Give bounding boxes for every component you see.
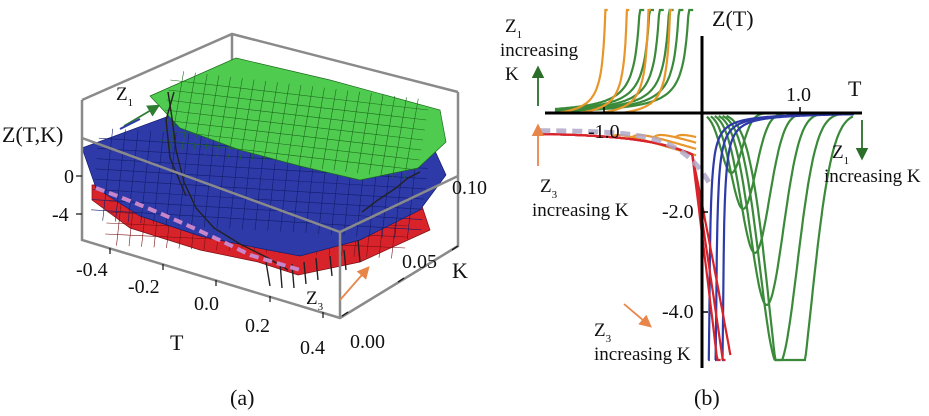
a-x-tick-3: 0.2 xyxy=(245,315,270,337)
b-axis-ticks xyxy=(603,107,801,313)
svg-text:Z1: Z1 xyxy=(116,84,133,109)
b-y-tick-1: -4.0 xyxy=(662,301,694,323)
b-z3l-letter: Z xyxy=(540,176,552,197)
a-z-axis-label: Z(T,K) xyxy=(2,122,63,147)
b-z1r-sub: 1 xyxy=(844,155,850,167)
svg-text:Z1: Z1 xyxy=(832,142,849,167)
panel-b-line-plot: -1.0 1.0 -2.0 -4.0 Z(T) T Z1 increasing … xyxy=(500,6,921,410)
svg-text:Z1: Z1 xyxy=(505,16,522,41)
grid-z1-line xyxy=(161,129,420,161)
b-z1l-sub: 1 xyxy=(517,29,523,41)
a-y-tick-0: 0.00 xyxy=(350,331,385,353)
grid-z2-line xyxy=(153,131,164,224)
a-ann-z1-letter: Z xyxy=(116,84,128,105)
a-y-tick-2: 0.10 xyxy=(452,177,487,199)
grid-z2-line xyxy=(94,178,425,200)
a-z-tick-1: -4 xyxy=(52,204,69,226)
a-y-axis-label: K xyxy=(452,258,468,283)
b-z1r-line1: increasing K xyxy=(824,166,921,187)
b-y-tick-0: -2.0 xyxy=(662,201,694,223)
surface-z1-mesh xyxy=(159,71,429,179)
a-ann-z1-arrow-tail xyxy=(119,118,141,130)
grid-z2-line xyxy=(91,209,422,231)
a-x-tick-1: -0.2 xyxy=(128,276,160,298)
grid-z2-line xyxy=(93,189,424,210)
a-annotation-z1: Z1 xyxy=(116,84,161,130)
b-envelope-dashed xyxy=(540,128,713,187)
b-y-axis-label: Z(T) xyxy=(712,6,754,31)
svg-text:Z3: Z3 xyxy=(306,288,324,313)
singular-ridge xyxy=(165,91,421,289)
b-z3l-sub: 3 xyxy=(552,189,558,201)
a-x-tick-4: 0.4 xyxy=(300,337,325,359)
grid-z2-line xyxy=(127,130,139,223)
b-z1l-line2: K xyxy=(505,64,519,85)
a-z-tick-0: 0 xyxy=(64,166,74,188)
svg-text:Z3: Z3 xyxy=(594,320,612,345)
b-annotation-z1-left: Z1 increasing K xyxy=(500,16,579,106)
bounding-box-front xyxy=(80,92,460,320)
grid-z1-line xyxy=(163,119,422,151)
grid-z2-line xyxy=(229,136,240,229)
grid-z1-line xyxy=(168,89,427,121)
b-annotation-z1-right: Z1 increasing K xyxy=(824,120,921,187)
b-z3b-arrow xyxy=(623,303,652,328)
axis-ticks-a xyxy=(76,175,459,318)
b-curve-z3-orange-up-2 xyxy=(602,8,651,114)
caption-b: (b) xyxy=(694,385,720,410)
b-z3b-sub: 3 xyxy=(606,333,612,345)
b-curve-z1-blue-2 xyxy=(721,113,854,362)
a-ann-z1-sub: 1 xyxy=(128,97,134,109)
b-z1r-letter: Z xyxy=(832,142,844,163)
grid-z2-line xyxy=(92,199,423,220)
b-annotation-z3-left: Z3 increasing K xyxy=(531,123,629,221)
grid-z2-line xyxy=(115,129,126,222)
grid-z2-line xyxy=(165,132,177,225)
grid-z1-line xyxy=(164,109,424,141)
caption-a: (a) xyxy=(230,385,254,410)
a-x-tick-0: -0.4 xyxy=(76,259,108,281)
grid-z2-line xyxy=(95,168,426,190)
a-x-tick-2: 0.0 xyxy=(194,293,219,315)
b-x-axis-label: T xyxy=(848,76,862,101)
a-ann-z1-arrow xyxy=(123,104,161,127)
a-ann-z3-letter: Z xyxy=(306,288,318,309)
grid-z2-line xyxy=(216,135,228,228)
panel-a-surface-plot: 0 -4 -0.4 -0.2 0.0 0.2 0.4 0.00 0.05 0.1… xyxy=(2,32,487,410)
b-annotation-z3-bottom: Z3 increasing K xyxy=(594,303,691,365)
b-curve-z1-right-5 xyxy=(726,114,854,362)
panel-b-curves xyxy=(540,8,854,362)
a-x-axis-label: T xyxy=(170,330,184,355)
b-x-tick-0: -1.0 xyxy=(588,121,620,143)
grid-z1-line xyxy=(166,99,425,131)
b-curve-z3-orange-up-1 xyxy=(581,8,630,114)
b-curve-z3-orange-up-0 xyxy=(559,8,608,114)
b-curve-z3-red-2 xyxy=(540,132,721,362)
a-ann-z3-arrow xyxy=(339,266,370,301)
b-x-tick-1: 1.0 xyxy=(786,84,811,106)
b-curve-z3-orange-down-3 xyxy=(674,133,697,139)
b-curve-z3-orange-up-3 xyxy=(624,8,673,114)
svg-text:Z3: Z3 xyxy=(540,176,558,201)
b-z3l-line1: increasing K xyxy=(532,200,629,221)
b-z3b-line1: increasing K xyxy=(594,344,691,365)
b-z1l-letter: Z xyxy=(505,16,517,37)
b-curve-z3-orange-down-2 xyxy=(653,133,697,144)
b-z3b-letter: Z xyxy=(594,320,606,341)
surface-z1 xyxy=(149,57,447,181)
a-annotation-z3: Z3 xyxy=(306,266,370,313)
dashed-ridge xyxy=(95,186,301,272)
grid-z1-line xyxy=(170,79,429,111)
grid-z1-line xyxy=(159,139,418,171)
b-z1l-line1: increasing xyxy=(500,40,579,61)
a-y-tick-1: 0.05 xyxy=(402,251,437,273)
a-ann-z3-sub: 3 xyxy=(318,301,324,313)
grid-z2-line xyxy=(102,128,113,221)
b-curve-z1-right-4 xyxy=(722,112,853,362)
grid-z2-line xyxy=(203,134,215,227)
b-curve-z1-left-5 xyxy=(554,8,645,111)
